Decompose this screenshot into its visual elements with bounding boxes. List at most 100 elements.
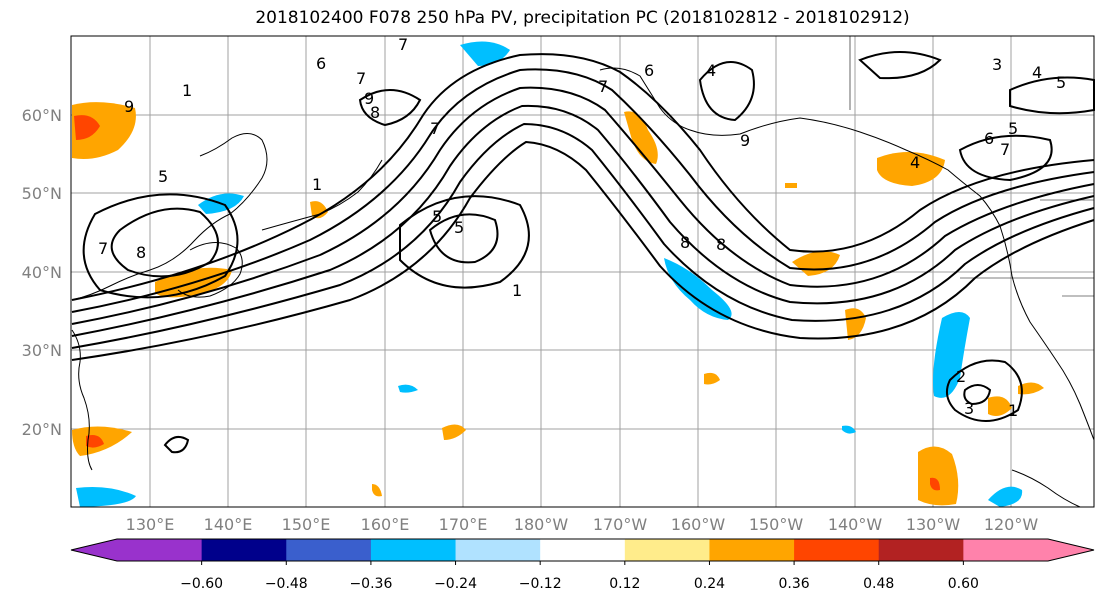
- lon-tick-label: 150°E: [282, 515, 331, 534]
- precip-positive-region: [704, 372, 720, 385]
- precip-positive-region: [785, 183, 797, 188]
- contour-label: 5: [1056, 73, 1066, 92]
- contour-label: 1: [1008, 401, 1018, 420]
- colorbar-tick-label: 0.24: [694, 576, 725, 592]
- lon-tick-label: 170°E: [439, 515, 488, 534]
- colorbar-cell: [878, 539, 964, 561]
- contour-label: 9: [740, 131, 750, 150]
- lon-tick-label: 160°W: [671, 515, 726, 534]
- colorbar-tick-label: −0.60: [180, 576, 223, 592]
- lon-tick-label: 130°W: [906, 515, 961, 534]
- contour-label: 8: [716, 235, 726, 254]
- colorbar-cell: [709, 539, 795, 561]
- colorbar-extend-max: [1048, 539, 1094, 561]
- colorbar-tick-label: −0.48: [265, 576, 308, 592]
- lon-tick-label: 130°E: [126, 515, 175, 534]
- lon-tick-label: 150°W: [749, 515, 804, 534]
- colorbar-extend-min: [71, 539, 117, 561]
- contour-label: 2: [956, 367, 966, 386]
- precip-positive-region: [918, 446, 959, 506]
- map-frame: [70, 35, 1095, 508]
- colorbar-cells: [71, 539, 1094, 561]
- colorbar: −0.60 −0.48 −0.36 −0.24 −0.12 0.12 0.24 0.36 0.4…: [70, 538, 1095, 592]
- contour-labels: 6 7 8 7 9 5 1 7 8 5 5 1 8 8 7 9 4 3 4 5 …: [98, 35, 1066, 420]
- lat-tick-label: 50°N: [22, 184, 62, 203]
- colorbar-cell: [117, 539, 203, 561]
- colorbar-tick-label: 0.48: [863, 576, 894, 592]
- longitude-axis: 130°E 140°E 150°E 160°E 170°E 180°W 170°…: [126, 515, 1039, 534]
- colorbar-cell: [794, 539, 880, 561]
- colorbar-cell: [540, 539, 626, 561]
- colorbar-ticks: −0.60 −0.48 −0.36 −0.24 −0.12 0.12 0.24 0.36 0.4…: [180, 561, 979, 592]
- lat-tick-label: 40°N: [22, 263, 62, 282]
- precip-strong-region: [86, 435, 104, 448]
- contour-label: 9: [364, 89, 374, 108]
- contour-label: 5: [454, 218, 464, 237]
- lon-tick-label: 140°E: [204, 515, 253, 534]
- contour-label: 6: [644, 61, 654, 80]
- contour-label: 7: [598, 77, 608, 96]
- contour-label: 9: [124, 97, 134, 116]
- contour-label: 3: [992, 55, 1002, 74]
- contour-label: 7: [430, 119, 440, 138]
- contour-label: 1: [312, 175, 322, 194]
- precip-negative-region: [398, 384, 418, 393]
- precip-negative-region: [933, 312, 970, 398]
- precip-positive-region: [988, 396, 1012, 416]
- contour-label: 6: [316, 54, 326, 73]
- latitude-axis: 60°N 50°N 40°N 30°N 20°N: [22, 106, 62, 439]
- colorbar-outline: [70, 538, 1095, 562]
- contour-label: 4: [910, 153, 920, 172]
- contour-label: 5: [158, 167, 168, 186]
- contour-label: 7: [98, 239, 108, 258]
- colorbar-tick-label: 0.60: [948, 576, 979, 592]
- contour-label: 8: [680, 233, 690, 252]
- contour-label: 4: [1032, 63, 1042, 82]
- precip-negative-region: [460, 41, 510, 66]
- contour-label: 7: [398, 35, 408, 54]
- colorbar-cell: [370, 539, 457, 561]
- precip-negative-region: [988, 486, 1023, 507]
- contour-label: 1: [182, 81, 192, 100]
- colorbar-tick-label: 0.36: [779, 576, 810, 592]
- contour-label: 4: [706, 61, 716, 80]
- contour-label: 7: [356, 69, 366, 88]
- contour-label: 6: [984, 129, 994, 148]
- precip-positive-region: [442, 424, 466, 440]
- precip-negative-region: [76, 487, 136, 507]
- precip-positive-region: [624, 111, 658, 164]
- lat-tick-label: 60°N: [22, 106, 62, 125]
- precip-positive-region: [877, 151, 945, 186]
- lat-tick-label: 20°N: [22, 420, 62, 439]
- contour-label: 1: [512, 281, 522, 300]
- map-title: 2018102400 F078 250 hPa PV, precipitatio…: [255, 8, 910, 28]
- colorbar-cell: [201, 539, 287, 561]
- colorbar-tick-label: 0.12: [609, 576, 640, 592]
- colorbar-tick-label: −0.24: [434, 576, 477, 592]
- precip-positive-region: [310, 201, 328, 219]
- colorbar-cell: [963, 539, 1049, 561]
- pv-contours: [71, 51, 1095, 454]
- colorbar-cell: [624, 539, 710, 561]
- contour-label: 5: [432, 207, 442, 226]
- precip-positive-region: [372, 484, 382, 497]
- precip-positive-region: [1018, 382, 1044, 395]
- precip-strong-region: [930, 477, 940, 491]
- lon-tick-label: 170°W: [593, 515, 648, 534]
- contour-label: 5: [1008, 119, 1018, 138]
- colorbar-tick-label: −0.12: [519, 576, 562, 592]
- contour-label: 8: [136, 243, 146, 262]
- lon-tick-label: 160°E: [361, 515, 410, 534]
- colorbar-cell: [455, 539, 541, 561]
- lon-tick-label: 140°W: [828, 515, 883, 534]
- colorbar-tick-label: −0.36: [349, 576, 392, 592]
- precip-strong-region: [74, 115, 100, 140]
- lat-tick-label: 30°N: [22, 341, 62, 360]
- map-panel: 6 7 8 7 9 5 1 7 8 5 5 1 8 8 7 9 4 3 4 5 …: [70, 35, 1095, 508]
- lon-tick-label: 120°W: [984, 515, 1039, 534]
- contour-label: 7: [1000, 140, 1010, 159]
- precip-negative-region: [664, 258, 732, 320]
- colorbar-cell: [286, 539, 372, 561]
- lon-tick-label: 180°W: [514, 515, 569, 534]
